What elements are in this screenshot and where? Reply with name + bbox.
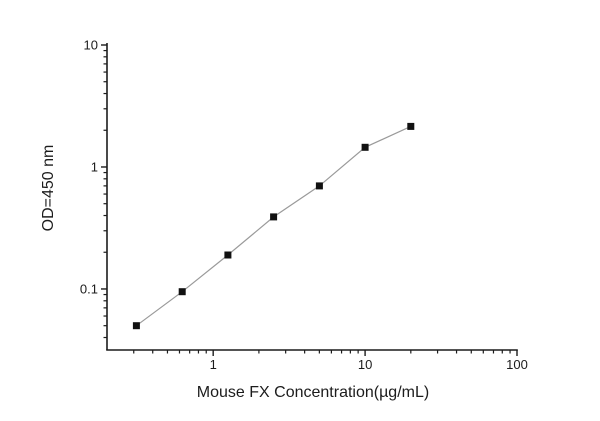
plot-area: 1 10 100 0.1 1 10 — [80, 38, 528, 373]
y-tick-label: 0.1 — [80, 281, 98, 296]
data-point-marker — [132, 322, 140, 330]
data-point-marker — [361, 143, 369, 151]
x-axis-title: Mouse FX Concentration(µg/mL) — [197, 384, 429, 401]
y-axis-title: OD=450 nm — [40, 145, 57, 232]
data-point-marker — [407, 122, 415, 130]
y-tick-label: 1 — [91, 159, 98, 174]
data-point-marker — [224, 251, 232, 259]
data-point-marker — [270, 213, 278, 221]
y-tick-label: 10 — [84, 38, 98, 53]
data-point-marker — [315, 182, 323, 190]
data-point-marker — [178, 288, 186, 296]
series-line — [136, 125, 412, 327]
x-tick-label: 1 — [210, 357, 217, 372]
x-tick-label: 10 — [358, 357, 372, 372]
x-tick-label: 100 — [506, 357, 528, 372]
